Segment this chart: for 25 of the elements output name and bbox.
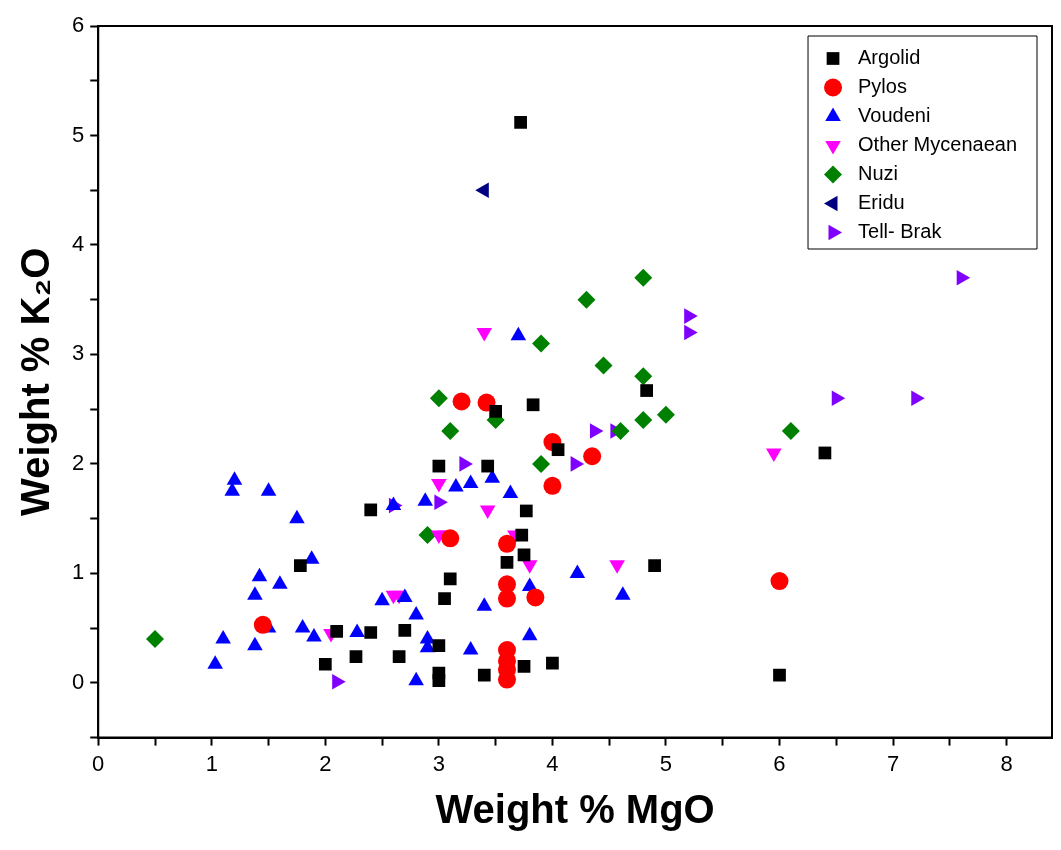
legend-label: Argolid	[858, 46, 921, 69]
y-tick-label: 6	[71, 12, 85, 38]
y-tick-label: 1	[71, 559, 85, 585]
y-tick-label: 0	[71, 668, 85, 694]
x-tick-label: 6	[773, 750, 786, 776]
x-axis-title: Weight % MgO	[435, 787, 715, 832]
y-axis-title: Weight % K₂O	[13, 247, 58, 516]
legend-label: Voudeni	[858, 104, 931, 127]
x-tick-label: 0	[92, 750, 105, 776]
legend-label: Nuzi	[858, 162, 899, 185]
legend-label: Other Mycenaean	[858, 133, 1018, 156]
legend-label: Tell- Brak	[858, 220, 943, 243]
y-tick-label: 2	[71, 449, 85, 475]
y-tick-label: 4	[71, 231, 85, 257]
y-tick-label: 3	[71, 340, 85, 366]
x-tick-label: 2	[319, 750, 332, 776]
y-tick-label: 5	[71, 121, 85, 147]
legend-label: Pylos	[858, 75, 907, 98]
x-tick-label: 5	[659, 750, 673, 776]
legend-label: Eridu	[858, 191, 905, 214]
x-tick-label: 8	[1000, 750, 1013, 776]
x-tick-label: 7	[886, 750, 900, 776]
x-tick-label: 4	[546, 750, 559, 776]
x-tick-label: 3	[432, 750, 445, 776]
x-tick-label: 1	[205, 750, 218, 776]
